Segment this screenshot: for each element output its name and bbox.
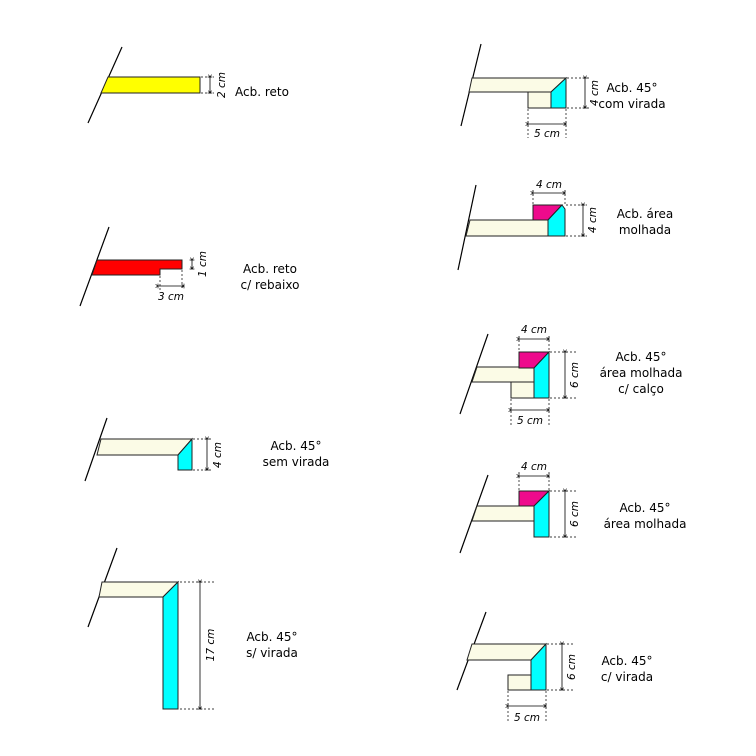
cyan-mitered-edge	[530, 642, 547, 691]
red-rebated-edge	[91, 259, 183, 276]
dimension-label: 6 cm	[569, 362, 581, 388]
detail-acb-45-com-virada: 4 cm 5 cm Acb. 45° com virada	[460, 43, 666, 140]
cream-shim-block	[510, 381, 535, 399]
cream-turn-block	[507, 674, 532, 691]
dimension-label: 5 cm	[534, 128, 560, 140]
dimension-label: 2 cm	[216, 72, 228, 98]
dimension-label: 3 cm	[158, 291, 184, 303]
detail-label: área molhada	[600, 366, 683, 380]
detail-label: Acb. reto	[243, 262, 297, 276]
detail-label: Acb. 45°	[615, 350, 666, 364]
dimension-label: 1 cm	[197, 251, 209, 277]
wall-line	[459, 333, 489, 415]
detail-acb-reto: 2 cm Acb. reto	[87, 46, 289, 124]
detail-label: Acb. 45°	[619, 501, 670, 515]
detail-label: Acb. 45°	[270, 439, 321, 453]
dimension-label: 5 cm	[517, 415, 543, 427]
detail-label: Acb. 45°	[601, 654, 652, 668]
cream-slab	[465, 219, 549, 237]
detail-label: Acb. 45°	[246, 630, 297, 644]
detail-label: c/ rebaixo	[241, 278, 300, 292]
cyan-mitered-skirt	[162, 580, 179, 710]
yellow-straight-edge	[100, 76, 201, 94]
detail-label: Acb. reto	[235, 85, 289, 99]
dimension-label: 4 cm	[536, 179, 562, 191]
wall-line	[84, 417, 108, 482]
dimension-label: 6 cm	[566, 654, 578, 680]
detail-label: Acb. área	[617, 207, 674, 221]
dimension-label: 5 cm	[514, 712, 540, 724]
dimension-label: 4 cm	[212, 442, 224, 468]
cream-slab	[96, 438, 194, 456]
wall-line	[457, 184, 477, 271]
cream-turn-block	[527, 91, 552, 109]
dimension-label: 4 cm	[521, 324, 547, 336]
detail-label: área molhada	[604, 517, 687, 531]
detail-label: sem virada	[263, 455, 330, 469]
detail-acb-45-c-virada: 6 cm 5 cm Acb. 45° c/ virada	[456, 611, 653, 724]
cyan-mitered-edge	[177, 437, 193, 471]
detail-label: Acb. 45°	[606, 81, 657, 95]
detail-label: c/ calço	[618, 382, 664, 396]
cream-slab	[471, 366, 535, 383]
dimension-label: 4 cm	[521, 461, 547, 473]
detail-label: molhada	[619, 223, 671, 237]
cream-slab	[468, 77, 568, 93]
detail-label: c/ virada	[601, 670, 653, 684]
dimension-label: 6 cm	[569, 501, 581, 527]
dimension-label: 17 cm	[205, 629, 217, 662]
dimension-label: 4 cm	[587, 207, 599, 233]
detail-acb-45-s-virada: 17 cm Acb. 45° s/ virada	[87, 547, 298, 710]
detail-acb-45-area-molhada-calco: 4 cm 6 cm 5 cm Acb. 45° área molhada c/ …	[459, 324, 683, 427]
detail-acb-reto-rebaixo: 1 cm 3 cm Acb. reto c/ rebaixo	[79, 226, 300, 307]
detail-label: s/ virada	[246, 646, 298, 660]
detail-label: com virada	[598, 97, 665, 111]
cyan-mitered-edge	[547, 204, 566, 237]
cream-slab	[471, 505, 535, 522]
detail-acb-area-molhada: 4 cm 4 cm Acb. área molhada	[457, 179, 674, 271]
dimension-label: 4 cm	[589, 80, 601, 106]
cyan-mitered-edge	[533, 489, 550, 538]
detail-acb-45-sem-virada: 4 cm Acb. 45° sem virada	[84, 417, 330, 482]
cyan-mitered-edge	[550, 76, 567, 109]
cyan-mitered-edge	[533, 350, 550, 399]
detail-acb-45-area-molhada: 4 cm 6 cm Acb. 45° área molhada	[459, 461, 687, 554]
